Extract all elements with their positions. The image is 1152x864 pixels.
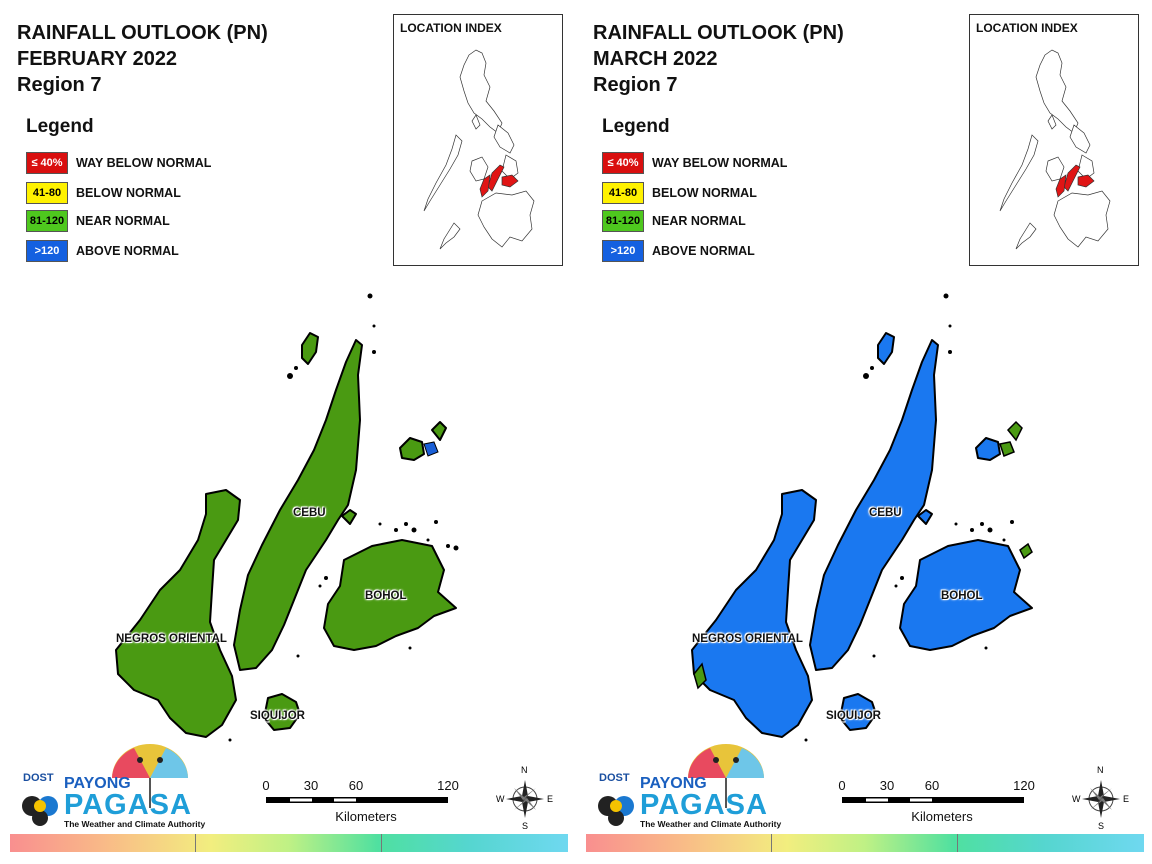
compass-rose: N S W E (1072, 765, 1130, 832)
legend-label: BELOW NORMAL (76, 186, 181, 200)
legend-label: WAY BELOW NORMAL (652, 156, 788, 170)
logo-dost-text: DOST (599, 772, 630, 784)
region7-map (691, 293, 1033, 742)
region7-map (115, 293, 459, 742)
legend-item-way-below: ≤ 40% WAY BELOW NORMAL (26, 151, 211, 175)
logo-tagline: The Weather and Climate Authority (640, 819, 782, 829)
legend-item-above: >120 ABOVE NORMAL (26, 239, 179, 263)
scale-bar: 0 30 60 120 Kilometers (838, 775, 1048, 835)
legend-swatch: 41-80 (602, 182, 644, 204)
map-title: RAINFALL OUTLOOK (PN) FEBRUARY 2022 Regi… (17, 20, 268, 98)
legend-swatch: >120 (602, 240, 644, 262)
title-line-1: RAINFALL OUTLOOK (PN) (17, 22, 268, 44)
title-line-3: Region 7 (593, 74, 678, 96)
compass-e: E (547, 794, 554, 804)
compass-rose-icon (1082, 780, 1120, 818)
legend-item-near: 81-120 NEAR NORMAL (602, 209, 746, 233)
scale-tick: 60 (348, 778, 364, 793)
color-strip (586, 834, 1144, 852)
compass-rose: N S W E (496, 765, 554, 832)
pagasa-logo: DOST PAYONG PAGASA The Weather and Clima… (14, 738, 206, 833)
legend-swatch: 81-120 (602, 210, 644, 232)
scale-unit: Kilometers (335, 809, 397, 824)
scale-tick: 120 (437, 778, 459, 793)
legend-label: NEAR NORMAL (652, 214, 746, 228)
logo-pagasa-text: PAGASA (640, 789, 768, 821)
title-line-2: FEBRUARY 2022 (17, 48, 178, 70)
logo-payong-text: PAYONG (640, 775, 707, 792)
umbrella-logo-icon (22, 744, 188, 826)
compass-w: W (1072, 794, 1081, 804)
legend-item-above: >120 ABOVE NORMAL (602, 239, 755, 263)
legend-label: ABOVE NORMAL (652, 244, 755, 258)
compass-n: N (1097, 765, 1104, 775)
scale-unit: Kilometers (911, 809, 973, 824)
legend-swatch: ≤ 40% (602, 152, 644, 174)
philippines-outline-map (999, 49, 1111, 250)
scale-bar-graphic (266, 797, 448, 803)
legend-title: Legend (26, 116, 94, 137)
philippines-outline-map (423, 49, 535, 250)
logo-dost-text: DOST (23, 772, 54, 784)
place-label-cebu: CEBU (869, 507, 902, 519)
place-label-bohol: BOHOL (941, 590, 983, 602)
location-index-title: LOCATION INDEX (976, 21, 1078, 35)
scale-tick: 120 (1013, 778, 1035, 793)
scale-bar: 0 30 60 120 Kilometers (262, 775, 472, 835)
location-index-inset: LOCATION INDEX (393, 14, 563, 266)
compass-s: S (1098, 821, 1105, 831)
place-label-siquijor: SIQUIJOR (250, 710, 305, 722)
color-strip (10, 834, 568, 852)
map-title: RAINFALL OUTLOOK (PN) MARCH 2022 Region … (593, 20, 844, 98)
scale-bar-graphic (842, 797, 1024, 803)
legend-item-below: 41-80 BELOW NORMAL (602, 181, 757, 205)
scale-tick: 0 (262, 778, 270, 793)
title-line-2: MARCH 2022 (593, 48, 718, 70)
legend-item-near: 81-120 NEAR NORMAL (26, 209, 170, 233)
compass-e: E (1123, 794, 1130, 804)
compass-s: S (522, 821, 529, 831)
place-label-cebu: CEBU (293, 507, 326, 519)
legend-label: BELOW NORMAL (652, 186, 757, 200)
legend-label: ABOVE NORMAL (76, 244, 179, 258)
pagasa-logo: DOST PAYONG PAGASA The Weather and Clima… (590, 738, 782, 833)
place-label-negros-oriental: NEGROS ORIENTAL (116, 633, 227, 645)
scale-tick: 30 (879, 778, 895, 793)
compass-rose-icon (506, 780, 544, 818)
logo-tagline: The Weather and Climate Authority (64, 819, 206, 829)
place-label-siquijor: SIQUIJOR (826, 710, 881, 722)
legend-label: WAY BELOW NORMAL (76, 156, 212, 170)
legend-swatch: 81-120 (26, 210, 68, 232)
legend-item-below: 41-80 BELOW NORMAL (26, 181, 181, 205)
legend-swatch: 41-80 (26, 182, 68, 204)
compass-w: W (496, 794, 505, 804)
logo-payong-text: PAYONG (64, 775, 131, 792)
location-index-inset: LOCATION INDEX (969, 14, 1139, 266)
scale-tick: 60 (924, 778, 940, 793)
legend-swatch: ≤ 40% (26, 152, 68, 174)
logo-pagasa-text: PAGASA (64, 789, 192, 821)
umbrella-logo-icon (598, 744, 764, 826)
title-line-3: Region 7 (17, 74, 102, 96)
place-label-negros-oriental: NEGROS ORIENTAL (692, 633, 803, 645)
legend-title: Legend (602, 116, 670, 137)
legend-label: NEAR NORMAL (76, 214, 170, 228)
legend-swatch: >120 (26, 240, 68, 262)
title-line-1: RAINFALL OUTLOOK (PN) (593, 22, 844, 44)
legend-item-way-below: ≤ 40% WAY BELOW NORMAL (602, 151, 787, 175)
place-label-bohol: BOHOL (365, 590, 407, 602)
outlook-panel-march: RAINFALL OUTLOOK (PN) MARCH 2022 Region … (576, 0, 1152, 864)
scale-tick: 0 (838, 778, 846, 793)
outlook-panel-february: RAINFALL OUTLOOK (PN) FEBRUARY 2022 Regi… (10, 14, 568, 852)
location-index-title: LOCATION INDEX (400, 21, 502, 35)
compass-n: N (521, 765, 528, 775)
scale-tick: 30 (303, 778, 319, 793)
